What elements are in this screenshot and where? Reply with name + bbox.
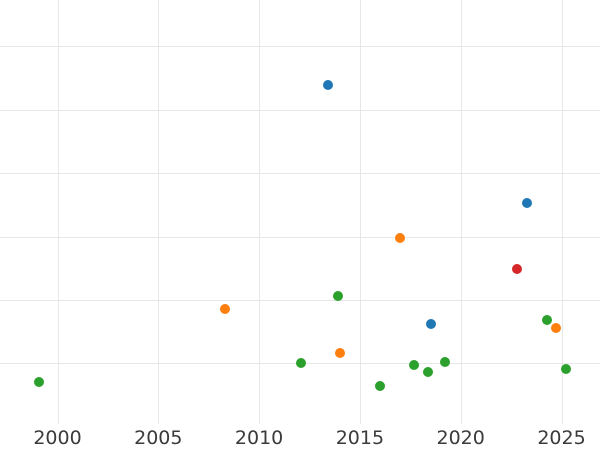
data-point-green [542,315,553,326]
gridline-horizontal [0,109,600,111]
data-point-orange [395,232,406,243]
data-point-red [512,263,523,274]
gridline-vertical [57,0,59,424]
x-tick-label: 2025 [537,427,586,449]
data-point-blue [425,319,436,329]
x-tick-label: 2015 [335,427,385,449]
data-point-green [560,364,571,374]
data-point-orange [550,322,561,333]
gridline-vertical [359,0,361,424]
x-tick-label: 2005 [134,427,183,449]
data-point-green [423,367,434,378]
data-point-green [409,360,420,371]
x-tick-label: 2010 [234,427,284,449]
gridline-horizontal [0,46,600,48]
gridline-vertical [158,0,160,424]
data-point-orange [334,348,345,359]
data-point-orange [219,303,230,314]
gridline-horizontal [0,173,600,175]
data-point-green [296,358,307,369]
data-point-green [332,291,343,302]
data-point-green [34,377,45,388]
data-point-blue [322,80,333,90]
gridline-vertical [460,0,462,424]
gridline-vertical [259,0,261,424]
data-point-blue [522,197,533,208]
gridline-horizontal [0,299,600,301]
gridline-vertical [561,0,563,424]
gridline-horizontal [0,236,600,238]
data-point-green [439,357,450,367]
data-point-green [375,381,386,392]
x-tick-label: 2000 [33,427,82,449]
x-tick-label: 2020 [436,427,485,449]
